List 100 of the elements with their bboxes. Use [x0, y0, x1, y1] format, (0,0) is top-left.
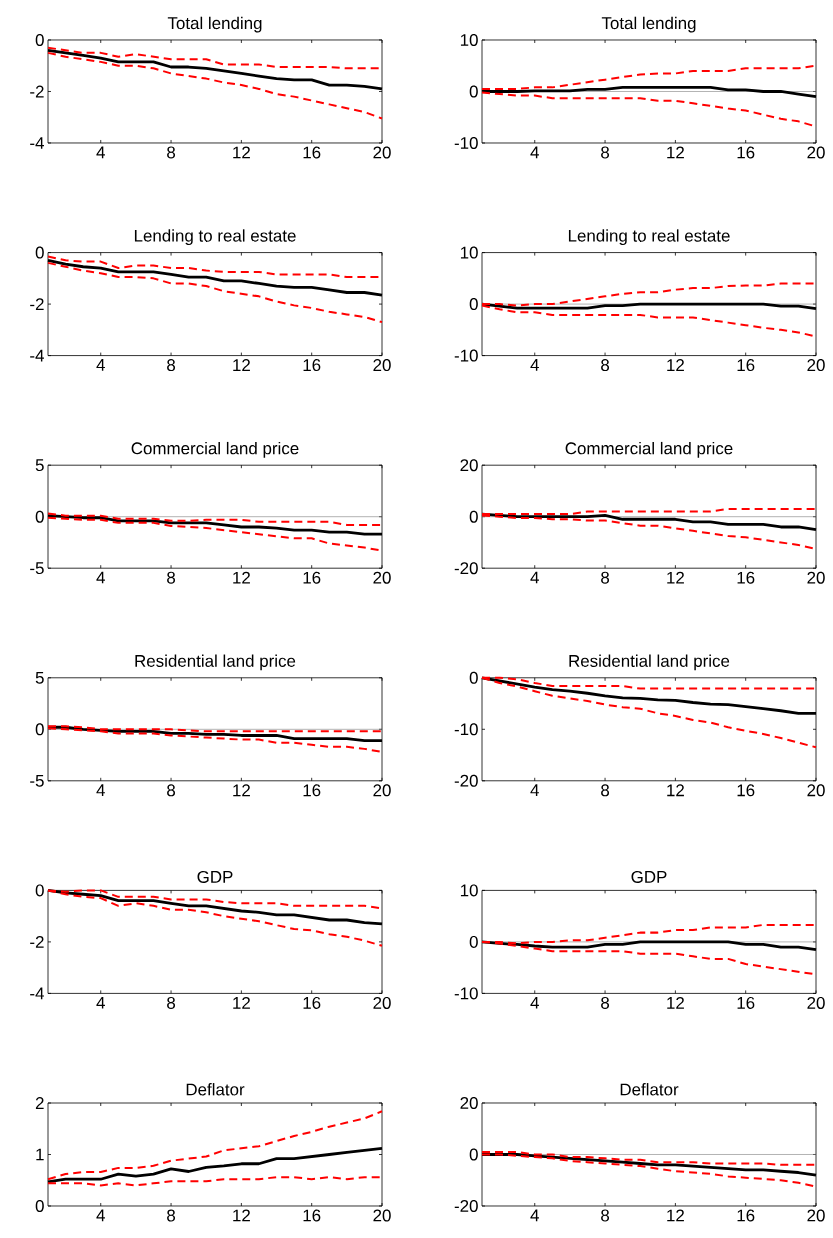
y-tick-label: 0	[469, 298, 478, 311]
chart-title: Total lending	[601, 16, 696, 33]
x-tick-label: 8	[167, 146, 176, 159]
x-tick-label: 4	[96, 571, 105, 584]
x-tick-label: 8	[601, 146, 610, 159]
x-tick-label: 16	[737, 996, 755, 1009]
chart-title: GDP	[197, 870, 233, 883]
x-tick-label: 4	[530, 359, 539, 371]
x-tick-label: 8	[167, 996, 176, 1009]
x-tick-label: 20	[373, 359, 391, 372]
y-tick-label: 1	[36, 1148, 44, 1161]
chart-title: Total lending	[167, 16, 262, 33]
x-tick-label: 4	[530, 784, 539, 796]
y-tick-label: -10	[454, 987, 478, 1000]
x-tick-label: 20	[373, 146, 391, 159]
y-tick-label: 10	[460, 246, 478, 259]
y-tick-label: 0	[469, 935, 478, 948]
x-tick-label: 4	[96, 784, 105, 796]
chart-title: Residential land price	[135, 654, 296, 671]
x-tick-label: 8	[167, 784, 176, 797]
y-tick-label: 0	[35, 1200, 44, 1212]
y-tick-label: 10	[460, 884, 478, 897]
x-tick-label: 12	[667, 1209, 684, 1222]
chart-title: Commercial land price	[565, 441, 733, 458]
y-tick-label: 5	[35, 459, 44, 472]
y-tick-label: -2	[30, 85, 44, 98]
chart-title: GDP	[631, 870, 667, 883]
y-tick-label: 0	[35, 33, 44, 46]
y-tick-label: -4	[30, 349, 44, 362]
x-tick-label: 4	[96, 996, 105, 1009]
x-tick-label: 12	[667, 784, 684, 797]
y-tick-label: 0	[469, 671, 478, 684]
x-tick-label: 4	[530, 1209, 539, 1222]
y-tick-label: -4	[30, 987, 44, 1000]
x-tick-label: 8	[601, 359, 610, 372]
x-tick-label: 12	[667, 571, 684, 584]
x-tick-label: 16	[303, 784, 321, 797]
x-tick-label: 12	[233, 996, 250, 1009]
x-tick-label: 16	[303, 1209, 321, 1222]
y-tick-label: 0	[469, 1148, 478, 1161]
x-tick-label: 16	[737, 1209, 755, 1222]
x-tick-label: 4	[96, 1209, 105, 1222]
y-tick-label: -2	[30, 298, 44, 310]
x-tick-label: 20	[807, 996, 825, 1009]
y-tick-label: -2	[30, 935, 44, 948]
x-tick-label: 8	[601, 1209, 610, 1222]
x-tick-label: 12	[667, 996, 684, 1009]
x-tick-label: 8	[167, 1209, 176, 1222]
x-tick-label: 4	[96, 359, 105, 371]
y-tick-label: 0	[35, 510, 44, 523]
x-tick-label: 12	[233, 571, 250, 584]
y-tick-label: 0	[35, 246, 44, 259]
x-tick-label: 20	[373, 996, 391, 1009]
x-tick-label: 8	[601, 784, 610, 797]
x-tick-label: 12	[667, 146, 684, 159]
x-tick-label: 20	[807, 784, 825, 797]
x-tick-label: 16	[737, 571, 755, 584]
x-tick-label: 16	[737, 784, 755, 797]
x-tick-label: 12	[233, 146, 250, 159]
y-tick-label: -5	[30, 774, 44, 787]
x-tick-label: 4	[96, 146, 105, 159]
y-tick-label: -4	[30, 137, 44, 149]
x-tick-label: 20	[373, 1209, 391, 1222]
x-tick-label: 20	[807, 146, 825, 159]
x-tick-label: 12	[233, 359, 250, 371]
x-tick-label: 16	[303, 359, 321, 372]
x-tick-label: 8	[601, 571, 610, 584]
chart-title: Residential land price	[569, 654, 730, 671]
chart-title: Lending to real estate	[568, 229, 730, 246]
x-tick-label: 4	[530, 146, 539, 159]
y-tick-label: 0	[469, 510, 478, 523]
chart-title: Commercial land price	[131, 441, 299, 458]
x-tick-label: 4	[530, 996, 539, 1009]
x-tick-label: 20	[807, 571, 825, 584]
x-tick-label: 16	[303, 146, 321, 159]
x-tick-label: 12	[233, 1209, 250, 1222]
x-tick-label: 16	[303, 996, 321, 1009]
x-tick-label: 16	[737, 146, 755, 159]
x-tick-label: 20	[373, 571, 391, 584]
y-tick-label: 10	[460, 33, 478, 46]
x-tick-label: 20	[373, 784, 391, 797]
y-tick-label: 2	[35, 1097, 44, 1109]
y-tick-label: 5	[35, 671, 44, 684]
y-tick-label: 0	[469, 85, 478, 98]
x-tick-label: 16	[303, 571, 321, 584]
x-tick-label: 20	[807, 359, 825, 372]
y-tick-label: 20	[460, 459, 478, 472]
x-tick-label: 20	[807, 1209, 825, 1222]
x-tick-label: 12	[233, 784, 250, 797]
y-tick-label: -10	[454, 349, 478, 362]
y-tick-label: -20	[454, 562, 478, 575]
x-tick-label: 8	[601, 996, 610, 1009]
x-tick-label: 16	[737, 359, 755, 372]
y-tick-label: -20	[454, 1200, 478, 1212]
x-tick-label: 12	[667, 359, 684, 371]
y-tick-label: 20	[460, 1097, 478, 1109]
y-tick-label: -10	[454, 723, 478, 736]
chart-title: Deflator	[186, 1083, 245, 1096]
y-tick-label: -20	[454, 774, 478, 787]
x-tick-label: 4	[530, 571, 539, 584]
